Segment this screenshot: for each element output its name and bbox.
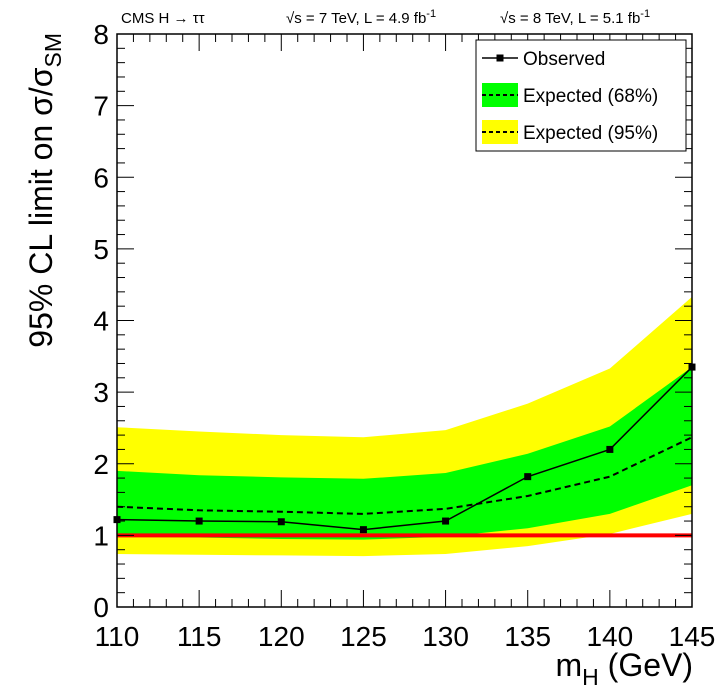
- observed-line: [116, 366, 693, 531]
- observed-point: [359, 526, 367, 534]
- observed-point: [195, 517, 203, 525]
- axis-ticks: [116, 33, 693, 608]
- y-tick-label: 1: [93, 520, 109, 551]
- y-tick-label: 3: [93, 377, 109, 408]
- axis-labels: 110 115 120 125 130 135 140 145 0 1 2 3 4 5 6 7 8: [93, 19, 715, 652]
- header-run1: √s = 7 TeV, L = 4.9 fb-1: [286, 8, 436, 27]
- x-tick-label: 120: [258, 621, 305, 652]
- legend-observed-marker: [496, 54, 504, 62]
- observed-point: [277, 518, 285, 526]
- observed-point: [606, 445, 614, 453]
- expected-bands: [117, 296, 692, 557]
- band-68: [117, 367, 692, 540]
- x-tick-label: 145: [669, 621, 716, 652]
- legend-entry-label: Observed: [523, 49, 605, 70]
- observed-point: [442, 517, 450, 525]
- x-tick-label: 115: [177, 621, 222, 652]
- y-tick-label: 7: [93, 91, 109, 122]
- x-tick-label: 140: [586, 621, 633, 652]
- y-tick-label: 2: [93, 449, 109, 480]
- legend-entry-label: Expected (95%): [523, 123, 658, 144]
- legend-entry-label: Expected (68%): [523, 86, 658, 107]
- y-tick-label: 5: [93, 234, 109, 265]
- header-run2: √s = 8 TeV, L = 5.1 fb-1: [500, 8, 650, 27]
- observed-point: [524, 473, 532, 481]
- y-tick-label: 0: [93, 592, 109, 623]
- y-tick-label: 6: [93, 162, 109, 193]
- legend: Observed Expected (68%) Expected (95%): [475, 39, 687, 152]
- header-channel: CMS H → ττ: [121, 10, 205, 27]
- limit-lines: [113, 363, 696, 534]
- x-axis-title: mH (GeV): [555, 647, 693, 689]
- y-tick-label: 4: [93, 306, 109, 337]
- y-tick-label: 8: [93, 19, 109, 50]
- y-axis-title: 95% CL limit on σ/σSM: [23, 33, 66, 348]
- x-tick-label: 125: [340, 621, 387, 652]
- x-tick-label: 110: [95, 621, 140, 652]
- expected-median-line: [116, 436, 693, 515]
- x-tick-label: 135: [504, 621, 551, 652]
- x-tick-label: 130: [422, 621, 469, 652]
